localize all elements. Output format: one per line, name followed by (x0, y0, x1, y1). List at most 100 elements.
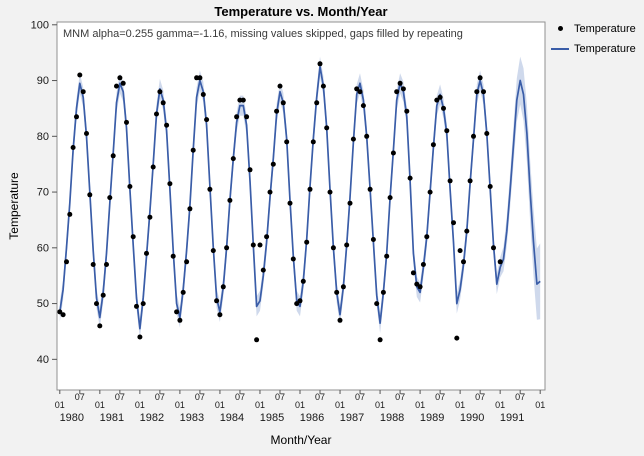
data-point[interactable] (190, 147, 196, 153)
data-point[interactable] (184, 259, 190, 265)
data-point[interactable] (120, 80, 126, 86)
data-point[interactable] (464, 228, 470, 234)
data-point[interactable] (340, 284, 346, 290)
data-point[interactable] (451, 220, 456, 226)
data-point[interactable] (217, 312, 223, 318)
data-point[interactable] (357, 89, 363, 95)
data-point[interactable] (70, 145, 76, 150)
data-point[interactable] (177, 317, 183, 323)
data-point[interactable] (260, 267, 266, 273)
data-point[interactable] (374, 301, 380, 307)
data-point[interactable] (94, 301, 99, 307)
data-point[interactable] (441, 105, 446, 111)
data-point[interactable] (127, 184, 133, 189)
data-point[interactable] (347, 200, 353, 206)
data-point[interactable] (437, 94, 443, 100)
data-point[interactable] (104, 262, 109, 267)
data-point[interactable] (330, 245, 336, 251)
data-point[interactable] (270, 161, 276, 167)
data-point[interactable] (310, 139, 316, 145)
data-point[interactable] (230, 156, 236, 162)
data-point[interactable] (350, 136, 356, 142)
data-point[interactable] (354, 86, 360, 92)
data-point[interactable] (424, 234, 430, 240)
data-point[interactable] (397, 80, 403, 86)
data-point[interactable] (90, 262, 96, 267)
data-point[interactable] (481, 89, 486, 95)
data-point[interactable] (254, 337, 260, 343)
data-point[interactable] (410, 270, 416, 276)
data-point[interactable] (220, 284, 226, 290)
data-point[interactable] (64, 259, 69, 265)
data-point[interactable] (491, 245, 496, 251)
data-point[interactable] (77, 72, 83, 78)
data-point[interactable] (407, 175, 413, 181)
data-point[interactable] (257, 242, 263, 248)
data-point[interactable] (227, 197, 233, 203)
data-point[interactable] (307, 186, 313, 192)
data-point[interactable] (107, 195, 113, 201)
data-point[interactable] (250, 242, 256, 248)
data-point[interactable] (234, 114, 240, 120)
data-point[interactable] (244, 114, 250, 120)
data-point[interactable] (200, 92, 206, 97)
data-point[interactable] (477, 75, 483, 81)
data-point[interactable] (74, 114, 79, 120)
data-point[interactable] (210, 248, 216, 254)
data-point[interactable] (417, 284, 423, 290)
data-point[interactable] (454, 335, 460, 341)
data-point[interactable] (277, 83, 283, 89)
data-point[interactable] (324, 125, 330, 131)
data-point[interactable] (187, 206, 193, 212)
data-point[interactable] (420, 262, 426, 267)
data-point[interactable] (170, 253, 176, 259)
data-point[interactable] (124, 119, 129, 125)
data-point[interactable] (274, 108, 280, 114)
data-point[interactable] (144, 250, 149, 256)
data-point[interactable] (100, 292, 106, 298)
data-point[interactable] (67, 211, 73, 217)
data-point[interactable] (471, 133, 476, 139)
data-point[interactable] (467, 178, 473, 184)
data-point[interactable] (117, 75, 123, 81)
data-point[interactable] (204, 117, 210, 123)
data-point[interactable] (314, 100, 320, 106)
data-point[interactable] (344, 242, 350, 248)
data-point[interactable] (137, 334, 143, 340)
data-point[interactable] (430, 142, 436, 148)
data-point[interactable] (297, 298, 303, 304)
data-point[interactable] (474, 89, 480, 95)
data-point[interactable] (197, 75, 203, 81)
legend-item-line[interactable]: Temperature (551, 40, 636, 57)
data-point[interactable] (337, 317, 343, 323)
data-point[interactable] (497, 259, 503, 265)
data-point[interactable] (280, 100, 286, 106)
data-point[interactable] (380, 289, 386, 295)
data-point[interactable] (487, 184, 493, 189)
data-point[interactable] (157, 89, 163, 95)
data-point[interactable] (400, 86, 406, 92)
data-point[interactable] (114, 83, 119, 89)
data-point[interactable] (317, 61, 323, 67)
data-point[interactable] (290, 256, 296, 262)
data-point[interactable] (404, 108, 410, 114)
data-point[interactable] (377, 337, 383, 343)
data-point[interactable] (334, 289, 340, 295)
data-point[interactable] (207, 186, 213, 192)
data-point[interactable] (154, 111, 159, 117)
data-point[interactable] (320, 83, 326, 89)
data-point[interactable] (294, 301, 300, 307)
data-point[interactable] (304, 239, 310, 245)
data-point[interactable] (414, 281, 420, 287)
data-point[interactable] (110, 153, 116, 159)
data-point[interactable] (134, 303, 139, 309)
data-point[interactable] (457, 248, 463, 254)
data-point[interactable] (160, 100, 166, 106)
data-point[interactable] (57, 309, 63, 315)
data-point[interactable] (327, 189, 333, 195)
data-point[interactable] (174, 309, 180, 315)
data-point[interactable] (427, 189, 433, 195)
data-point[interactable] (84, 131, 89, 136)
data-point[interactable] (390, 150, 396, 156)
data-point[interactable] (394, 89, 400, 95)
